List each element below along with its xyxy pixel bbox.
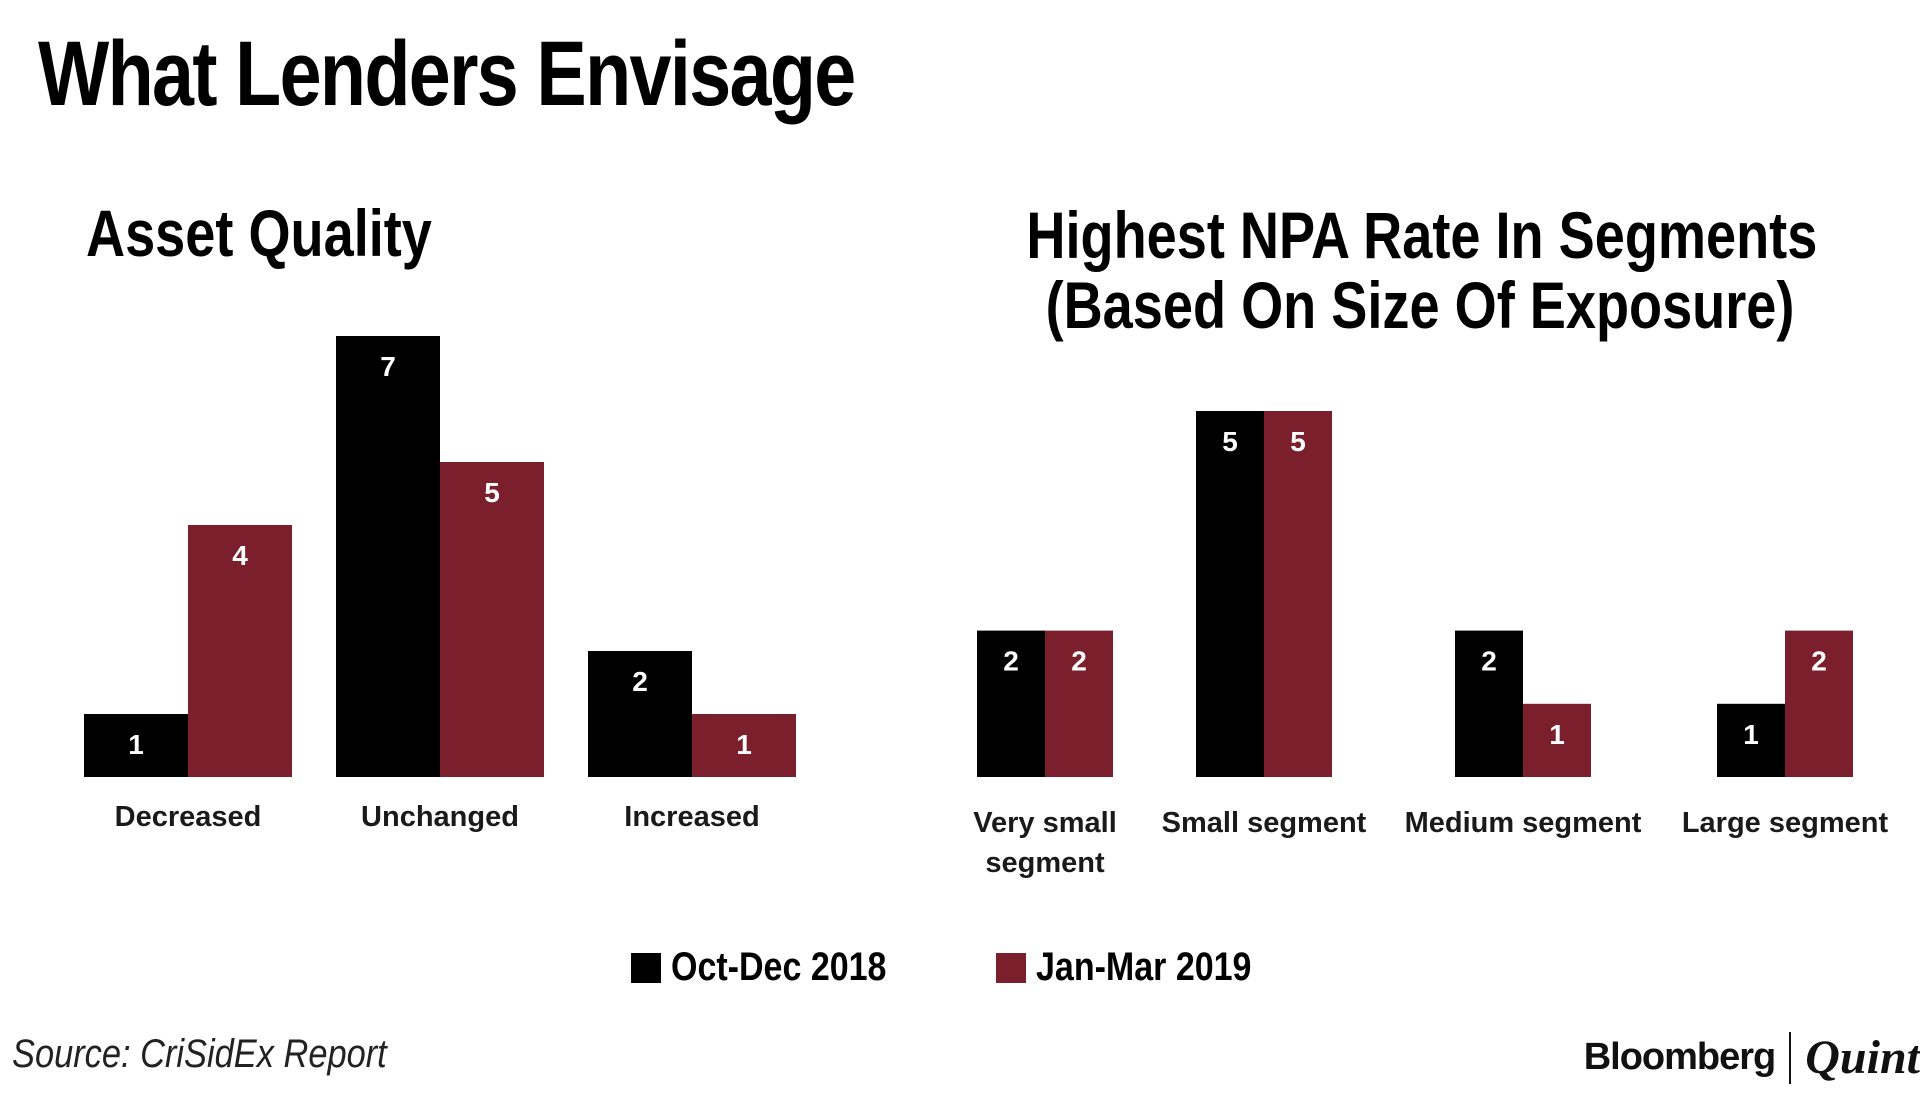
category-label-chart1-large-segment: Large segment [1682, 807, 1889, 839]
bar-value-chart1-small-segment-jan-mar-2019: 5 [1290, 426, 1306, 457]
category-label-chart0-unchanged: Unchanged [361, 801, 519, 833]
category-label-chart0-decreased: Decreased [115, 801, 262, 833]
source-note: Source: CriSidEx Report [12, 1032, 387, 1076]
main-title: What Lenders Envisage [38, 23, 856, 125]
bar-value-chart1-medium-segment-oct-dec-2018: 2 [1481, 646, 1497, 677]
bar-value-chart1-very-small-segment-oct-dec-2018: 2 [1003, 646, 1019, 677]
bar-chart1-very-small-segment-oct-dec-2018 [977, 630, 1045, 777]
bar-value-chart0-decreased-jan-mar-2019: 4 [232, 540, 248, 571]
legend-item-oct-dec-2018: Oct-Dec 2018 [630, 945, 924, 990]
bar-value-chart0-increased-jan-mar-2019: 1 [736, 729, 752, 760]
legend-swatch-jan-mar-2019 [996, 952, 1026, 983]
legend-label-jan-mar-2019: Jan-Mar 2019 [1036, 945, 1252, 989]
brand-logo: Bloomberg Quint [1584, 1030, 1920, 1085]
bar-chart1-small-segment-jan-mar-2019 [1264, 411, 1332, 777]
category-label-chart1-small-segment: Small segment [1162, 807, 1367, 839]
chart-title-npa-rate: Highest NPA Rate In Segments (Based On S… [1026, 200, 1817, 342]
bar-chart1-large-segment-jan-mar-2019 [1785, 630, 1853, 777]
category-label-chart1-very-small-segment-line1: Very small [973, 807, 1117, 839]
bar-value-chart1-small-segment-oct-dec-2018: 5 [1222, 426, 1238, 457]
legend-label-oct-dec-2018: Oct-Dec 2018 [670, 945, 886, 989]
bar-chart1-very-small-segment-jan-mar-2019 [1045, 630, 1113, 777]
bar-value-chart0-unchanged-oct-dec-2018: 7 [380, 351, 396, 382]
bar-chart0-unchanged-oct-dec-2018 [336, 336, 440, 777]
category-label-chart1-very-small-segment-line2: segment [985, 847, 1105, 879]
bar-value-chart0-increased-oct-dec-2018: 2 [632, 666, 648, 697]
bar-value-chart1-very-small-segment-jan-mar-2019: 2 [1071, 646, 1087, 677]
bar-chart0-decreased-jan-mar-2019 [188, 525, 292, 777]
bar-chart0-decreased-oct-dec-2018 [84, 714, 188, 777]
chart-title-asset-quality: Asset Quality [86, 196, 432, 270]
legend-item-jan-mar-2019: Jan-Mar 2019 [996, 945, 1289, 990]
bar-value-chart0-unchanged-jan-mar-2019: 5 [484, 477, 500, 508]
bar-value-chart1-large-segment-oct-dec-2018: 1 [1743, 719, 1759, 750]
brand-divider [1789, 1031, 1792, 1084]
brand-quint: Quint [1805, 1031, 1920, 1084]
category-label-chart0-increased: Increased [624, 801, 759, 833]
chart-title-npa-line-1: Highest NPA Rate In Segments [1026, 198, 1818, 272]
legend-swatch-oct-dec-2018 [630, 952, 661, 983]
bar-chart1-medium-segment-jan-mar-2019 [1523, 703, 1591, 777]
bar-value-chart1-medium-segment-jan-mar-2019: 1 [1549, 719, 1565, 750]
bar-value-chart0-decreased-oct-dec-2018: 1 [128, 729, 144, 760]
category-label-chart1-medium-segment: Medium segment [1405, 807, 1642, 839]
bar-chart1-small-segment-oct-dec-2018 [1196, 411, 1264, 777]
bar-chart0-unchanged-jan-mar-2019 [440, 462, 544, 777]
bar-chart1-medium-segment-oct-dec-2018 [1455, 630, 1523, 777]
bar-value-chart1-large-segment-jan-mar-2019: 2 [1811, 646, 1827, 677]
bar-chart0-increased-oct-dec-2018 [588, 651, 692, 777]
bar-chart1-large-segment-oct-dec-2018 [1717, 703, 1785, 777]
brand-bloomberg: Bloomberg [1583, 1036, 1777, 1078]
bar-chart0-increased-jan-mar-2019 [692, 714, 796, 777]
legend: Oct-Dec 2018 Jan-Mar 2019 [0, 945, 1920, 990]
chart-title-npa-line-2: (Based On Size Of Exposure) [1045, 268, 1795, 342]
